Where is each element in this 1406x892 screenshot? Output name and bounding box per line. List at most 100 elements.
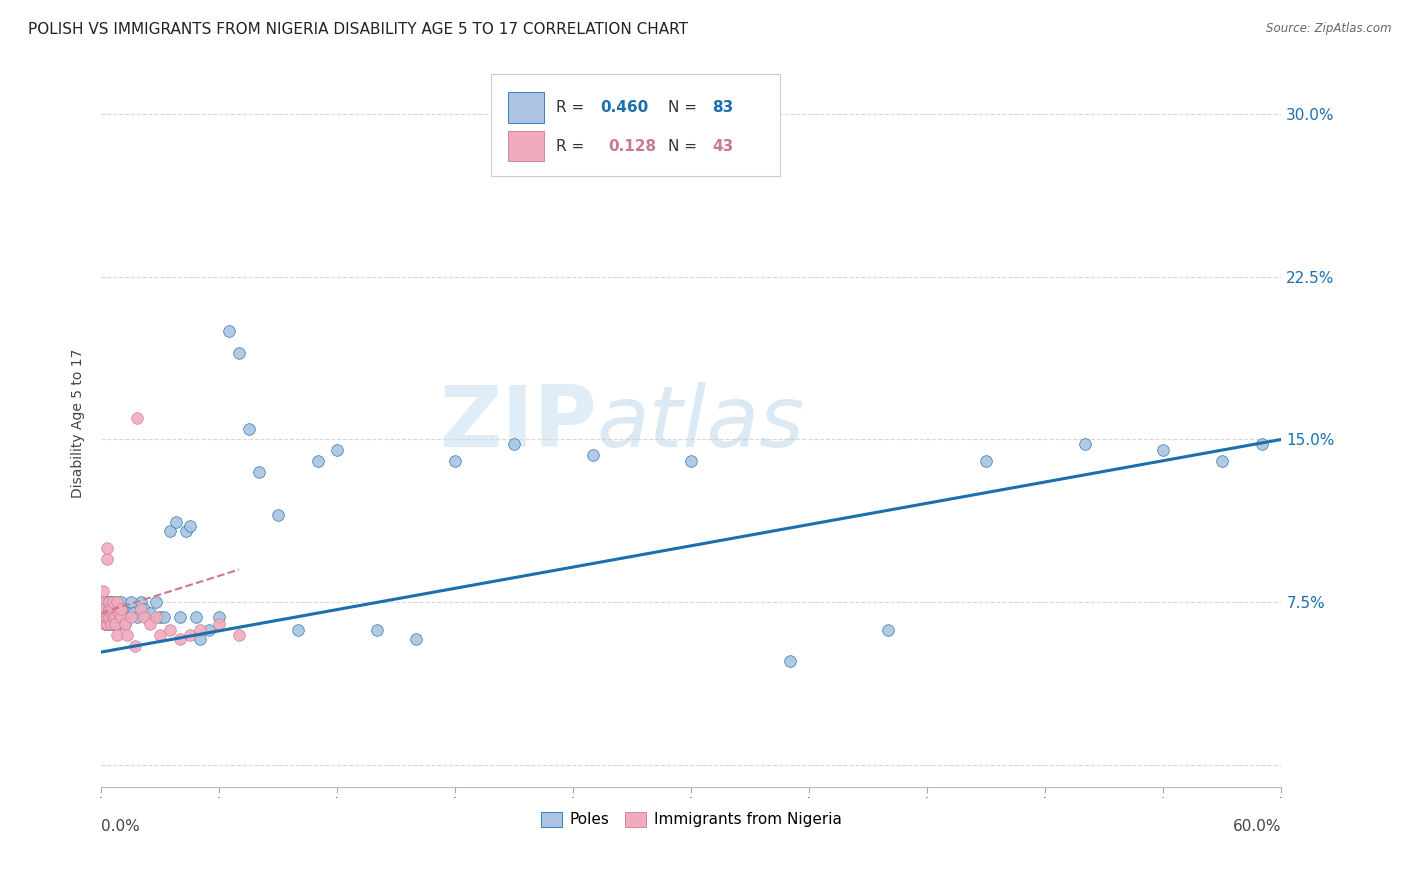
Point <box>208 610 231 624</box>
Point <box>101 606 124 620</box>
Point <box>100 610 122 624</box>
Point <box>91 584 114 599</box>
Point <box>94 606 117 620</box>
Point <box>149 628 172 642</box>
Point <box>98 610 121 624</box>
FancyBboxPatch shape <box>509 131 544 161</box>
Point <box>129 595 152 609</box>
Point <box>98 606 121 620</box>
Point <box>91 595 114 609</box>
Point <box>779 654 801 668</box>
Point <box>105 595 128 609</box>
Point <box>94 606 117 620</box>
Point <box>101 610 124 624</box>
Point <box>110 601 132 615</box>
Point <box>96 541 118 555</box>
Point <box>91 610 114 624</box>
Point <box>184 610 207 624</box>
Point <box>149 610 172 624</box>
Point <box>165 515 187 529</box>
Point <box>169 610 191 624</box>
Point <box>100 606 122 620</box>
Point <box>145 610 167 624</box>
Point <box>247 465 270 479</box>
Text: 43: 43 <box>713 138 734 153</box>
Point <box>104 616 127 631</box>
Point <box>96 616 118 631</box>
Point <box>1250 436 1272 450</box>
Point <box>208 616 231 631</box>
Point <box>115 601 138 615</box>
Point <box>976 454 998 468</box>
Point <box>94 610 117 624</box>
Point <box>287 624 309 638</box>
Point <box>100 601 122 615</box>
Point <box>100 616 122 631</box>
Point <box>134 601 156 615</box>
Text: N =: N = <box>668 138 702 153</box>
Text: N =: N = <box>668 100 702 115</box>
Point <box>91 595 114 609</box>
Point <box>91 610 114 624</box>
Text: Source: ZipAtlas.com: Source: ZipAtlas.com <box>1267 22 1392 36</box>
Point <box>110 610 132 624</box>
Text: R =: R = <box>555 100 589 115</box>
Point <box>307 454 329 468</box>
Point <box>110 595 132 609</box>
Point <box>134 610 156 624</box>
Text: 0.460: 0.460 <box>600 100 648 115</box>
Point <box>877 624 900 638</box>
Point <box>108 606 131 620</box>
Point <box>94 595 117 609</box>
Point <box>111 610 134 624</box>
Point <box>101 616 124 631</box>
Point <box>179 519 201 533</box>
Point <box>110 601 132 615</box>
Point <box>100 610 122 624</box>
Point <box>169 632 191 646</box>
Point <box>111 606 134 620</box>
FancyBboxPatch shape <box>509 92 544 123</box>
Point <box>104 610 127 624</box>
Text: R =: R = <box>555 138 593 153</box>
Y-axis label: Disability Age 5 to 17: Disability Age 5 to 17 <box>72 349 86 498</box>
Point <box>108 616 131 631</box>
Point <box>228 345 250 359</box>
FancyBboxPatch shape <box>491 74 780 176</box>
Point <box>139 616 162 631</box>
Point <box>96 595 118 609</box>
Point <box>100 606 122 620</box>
Point <box>96 601 118 615</box>
Text: POLISH VS IMMIGRANTS FROM NIGERIA DISABILITY AGE 5 TO 17 CORRELATION CHART: POLISH VS IMMIGRANTS FROM NIGERIA DISABI… <box>28 22 688 37</box>
Point <box>98 610 121 624</box>
Point <box>118 606 141 620</box>
Point <box>96 551 118 566</box>
Point <box>94 601 117 615</box>
Point <box>94 616 117 631</box>
Point <box>98 616 121 631</box>
Point <box>98 595 121 609</box>
Point <box>96 606 118 620</box>
Point <box>98 601 121 615</box>
Point <box>110 610 132 624</box>
Point <box>120 610 142 624</box>
Point <box>405 632 427 646</box>
Point <box>94 616 117 631</box>
Text: 83: 83 <box>713 100 734 115</box>
Point <box>145 595 167 609</box>
Point <box>174 524 197 538</box>
Point <box>115 628 138 642</box>
Point <box>96 616 118 631</box>
Point <box>188 624 211 638</box>
Point <box>1073 436 1095 450</box>
Text: ZIP: ZIP <box>439 382 598 465</box>
Point <box>228 628 250 642</box>
Point <box>105 601 128 615</box>
Text: 60.0%: 60.0% <box>1233 819 1281 834</box>
Point <box>98 595 121 609</box>
Point <box>100 616 122 631</box>
Point <box>98 601 121 615</box>
Point <box>96 610 118 624</box>
Text: atlas: atlas <box>598 382 804 465</box>
Point <box>100 601 122 615</box>
